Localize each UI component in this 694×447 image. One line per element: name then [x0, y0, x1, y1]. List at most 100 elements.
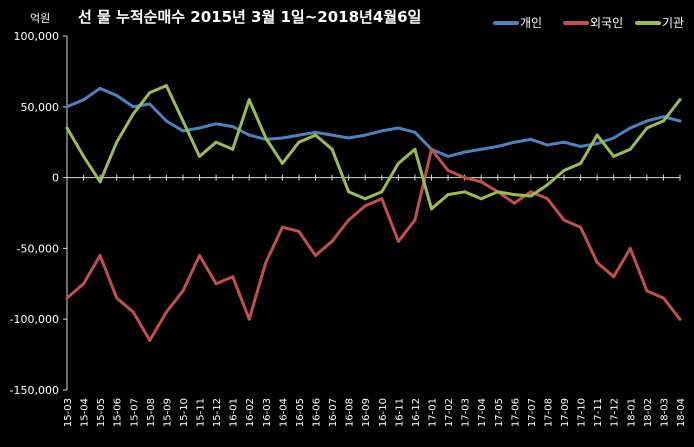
chart-title: 선 물 누적순매수 2015년 3월 1일~2018년4월6일	[78, 8, 421, 26]
data-point-개인	[198, 126, 202, 130]
data-point-외국인	[98, 253, 102, 257]
data-point-기관	[330, 147, 334, 151]
data-point-외국인	[463, 176, 467, 180]
y-tick-label: 0	[52, 172, 59, 185]
data-point-개인	[628, 126, 632, 130]
x-tick-label: 17-08	[543, 398, 554, 427]
data-point-외국인	[115, 296, 119, 300]
y-tick-label: -50,000	[17, 242, 59, 255]
x-tick-label: 16-06	[312, 398, 323, 427]
data-point-기관	[65, 126, 69, 130]
data-point-기관	[115, 140, 119, 144]
data-point-개인	[148, 102, 152, 106]
data-point-외국인	[198, 253, 202, 257]
data-point-기관	[82, 154, 86, 158]
series-line-외국인	[65, 147, 682, 342]
x-tick-label: 15-11	[196, 398, 207, 427]
series-line-기관	[65, 84, 682, 211]
x-tick-label: 15-08	[146, 398, 157, 427]
data-point-기관	[247, 98, 251, 102]
data-point-개인	[612, 136, 616, 140]
x-tick-label: 17-10	[577, 398, 588, 427]
x-tick-label: 15-07	[129, 398, 140, 427]
data-point-기관	[446, 193, 450, 197]
x-tick-label: 15-05	[96, 398, 107, 427]
data-point-기관	[628, 147, 632, 151]
x-tick-label: 17-05	[494, 398, 505, 427]
data-point-기관	[496, 190, 500, 194]
y-tick-label: -150,000	[10, 384, 59, 397]
data-point-외국인	[413, 218, 417, 222]
data-point-기관	[214, 140, 218, 144]
x-tick-label: 17-11	[593, 398, 604, 427]
data-point-기관	[347, 190, 351, 194]
x-tick-label: 18-03	[659, 398, 670, 427]
data-point-기관	[429, 207, 433, 211]
data-point-기관	[396, 161, 400, 165]
data-point-기관	[264, 136, 268, 140]
x-tick-label: 15-03	[63, 398, 74, 427]
data-point-외국인	[148, 338, 152, 342]
data-point-개인	[131, 105, 135, 109]
x-tick-label: 16-01	[229, 398, 240, 427]
data-point-개인	[645, 119, 649, 123]
x-tick-label: 17-02	[444, 398, 455, 427]
data-point-기관	[479, 197, 483, 201]
legend-label: 외국인	[590, 16, 623, 30]
data-point-기관	[562, 169, 566, 173]
x-tick-label: 17-07	[527, 398, 538, 427]
data-point-외국인	[380, 197, 384, 201]
x-tick-label: 16-05	[295, 398, 306, 427]
unit-label: 억원	[30, 12, 50, 25]
data-point-외국인	[661, 296, 665, 300]
x-tick-label: 15-12	[212, 398, 223, 427]
legend-label: 개인	[520, 16, 542, 30]
data-point-기관	[612, 154, 616, 158]
data-point-개인	[396, 126, 400, 130]
data-point-개인	[496, 144, 500, 148]
data-point-개인	[314, 130, 318, 134]
data-point-개인	[463, 150, 467, 154]
data-point-개인	[181, 129, 185, 133]
x-tick-label: 16-03	[262, 398, 273, 427]
x-tick-label: 16-02	[245, 398, 256, 427]
data-point-기관	[678, 98, 682, 102]
data-point-개인	[98, 86, 102, 90]
data-point-기관	[131, 112, 135, 116]
data-point-개인	[529, 137, 533, 141]
data-point-외국인	[512, 201, 516, 205]
x-tick-label: 16-09	[361, 398, 372, 427]
data-point-기관	[280, 161, 284, 165]
data-point-기관	[529, 194, 533, 198]
data-point-외국인	[231, 275, 235, 279]
y-tick-label: 100,000	[14, 30, 60, 43]
x-tick-label: 16-11	[394, 398, 405, 427]
data-point-외국인	[396, 239, 400, 243]
x-tick-label: 16-12	[411, 398, 422, 427]
x-tick-label: 16-04	[278, 398, 289, 427]
data-point-외국인	[131, 310, 135, 314]
data-point-외국인	[181, 289, 185, 293]
data-point-기관	[164, 84, 168, 88]
data-point-개인	[65, 105, 69, 109]
x-tick-label: 18-04	[676, 398, 687, 427]
data-point-기관	[645, 126, 649, 130]
data-point-개인	[280, 136, 284, 140]
data-point-외국인	[562, 218, 566, 222]
data-point-기관	[512, 193, 516, 197]
y-tick-label: 50,000	[21, 101, 60, 114]
x-tick-label: 17-03	[461, 398, 472, 427]
legend: 개인 외국인 기관	[493, 16, 684, 30]
data-point-기관	[661, 119, 665, 123]
data-point-개인	[512, 140, 516, 144]
data-point-개인	[545, 143, 549, 147]
data-point-개인	[231, 125, 235, 129]
x-tick-label: 18-01	[626, 398, 637, 427]
x-tick-label: 17-09	[560, 398, 571, 427]
x-tick-label: 15-06	[113, 398, 124, 427]
data-point-개인	[363, 133, 367, 137]
series-line-개인	[65, 86, 682, 158]
data-point-외국인	[330, 239, 334, 243]
x-tick-label: 17-04	[477, 398, 488, 427]
